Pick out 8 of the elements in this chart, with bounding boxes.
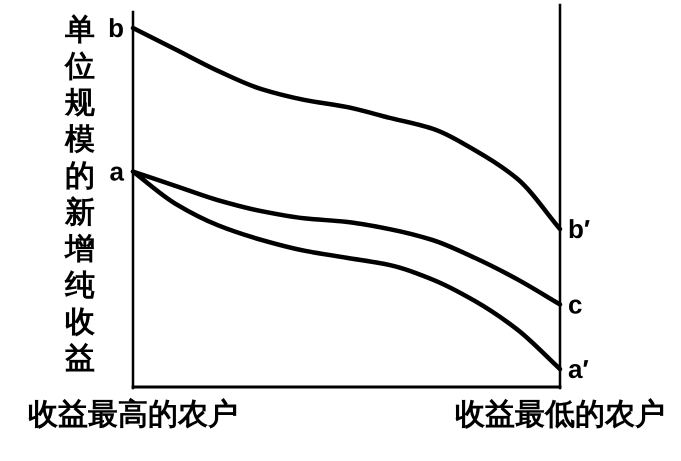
x-tick-label: 收益最低的农户 bbox=[455, 398, 665, 431]
y-axis-title: 单位规模的新增纯收益 bbox=[65, 14, 95, 375]
x-tick-label: 收益最高的农户 bbox=[28, 398, 238, 431]
annotation: a′ bbox=[568, 354, 589, 384]
annotation: b′ bbox=[568, 214, 590, 244]
annotation: a bbox=[110, 156, 124, 187]
annotation: b bbox=[108, 13, 124, 43]
annotation: c bbox=[568, 289, 582, 320]
